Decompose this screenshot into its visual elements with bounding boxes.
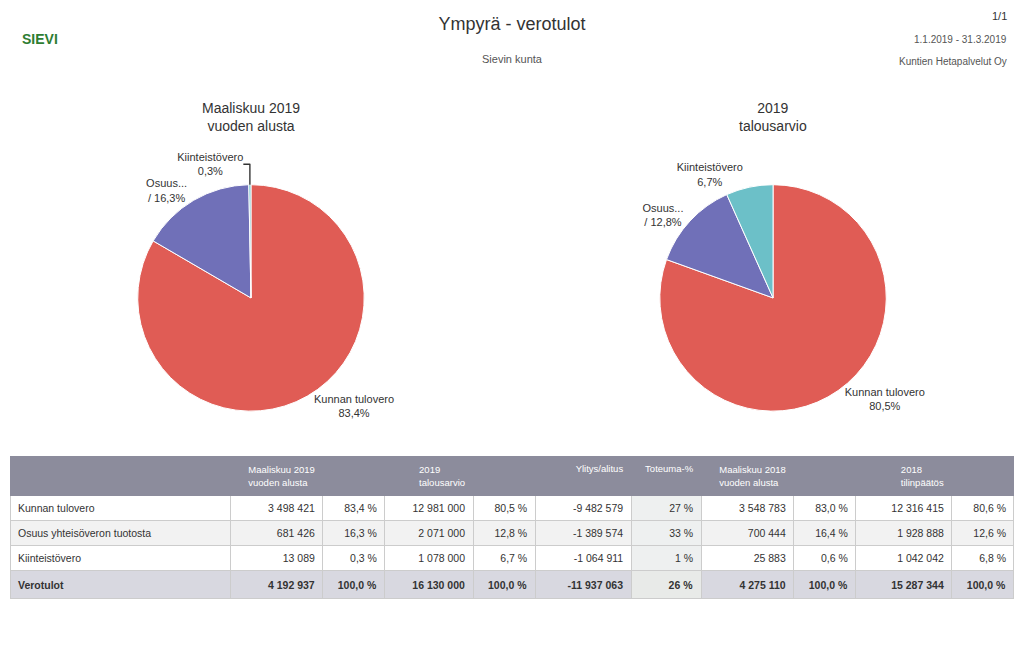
svg-text:SIEVI: SIEVI xyxy=(22,31,58,47)
svg-text:6,7 %: 6,7 % xyxy=(500,552,527,564)
svg-text:Maaliskuu 2019vuoden alusta: Maaliskuu 2019vuoden alusta xyxy=(202,100,300,134)
svg-text:Kunnan tulovero83,4%: Kunnan tulovero83,4% xyxy=(314,393,394,419)
svg-text:83,4 %: 83,4 % xyxy=(344,502,377,514)
svg-text:Kuntien Hetapalvelut Oy: Kuntien Hetapalvelut Oy xyxy=(899,56,1007,67)
svg-text:Kiinteistövero0,3%: Kiinteistövero0,3% xyxy=(177,151,243,177)
svg-text:2 071 000: 2 071 000 xyxy=(418,527,465,539)
svg-text:0,3 %: 0,3 % xyxy=(350,552,377,564)
svg-text:1/1: 1/1 xyxy=(992,10,1007,22)
svg-text:15 287 344: 15 287 344 xyxy=(891,579,944,591)
svg-text:Toteuma-%: Toteuma-% xyxy=(645,463,694,474)
svg-text:Maaliskuu 2018vuoden alusta: Maaliskuu 2018vuoden alusta xyxy=(719,464,786,487)
svg-text:Osuus yhteisöveron tuotosta: Osuus yhteisöveron tuotosta xyxy=(18,527,151,539)
svg-text:Ympyrä - verotulot: Ympyrä - verotulot xyxy=(438,14,585,34)
svg-text:-1 064 911: -1 064 911 xyxy=(574,552,624,564)
svg-text:6,8 %: 6,8 % xyxy=(979,552,1006,564)
svg-text:1 042 042: 1 042 042 xyxy=(897,552,944,564)
svg-text:Sievin kunta: Sievin kunta xyxy=(482,53,543,65)
svg-text:13 089: 13 089 xyxy=(283,552,315,564)
svg-text:12,6 %: 12,6 % xyxy=(973,527,1006,539)
svg-text:100,0 %: 100,0 % xyxy=(967,579,1006,591)
svg-text:1 078 000: 1 078 000 xyxy=(418,552,465,564)
svg-text:Kiinteistövero: Kiinteistövero xyxy=(18,552,81,564)
svg-text:2019talousarvio: 2019talousarvio xyxy=(419,464,465,487)
svg-text:83,0 %: 83,0 % xyxy=(815,502,848,514)
svg-text:80,6 %: 80,6 % xyxy=(973,502,1006,514)
svg-text:80,5 %: 80,5 % xyxy=(494,502,527,514)
svg-text:681 426: 681 426 xyxy=(277,527,315,539)
svg-text:12 316 415: 12 316 415 xyxy=(891,502,944,514)
svg-text:4 192 937: 4 192 937 xyxy=(268,579,315,591)
svg-text:2019talousarvio: 2019talousarvio xyxy=(739,100,807,134)
svg-text:1 %: 1 % xyxy=(675,552,693,564)
svg-text:Maaliskuu 2019vuoden alusta: Maaliskuu 2019vuoden alusta xyxy=(248,464,315,487)
svg-text:Osuus.../ 16,3%: Osuus.../ 16,3% xyxy=(146,177,187,203)
svg-text:2018tilinpäätös: 2018tilinpäätös xyxy=(901,464,944,487)
svg-text:Kunnan tulovero: Kunnan tulovero xyxy=(18,502,95,514)
svg-text:-9 482 579: -9 482 579 xyxy=(573,502,623,514)
svg-text:100,0 %: 100,0 % xyxy=(809,579,848,591)
svg-text:Kiinteistövero6,7%: Kiinteistövero6,7% xyxy=(677,161,743,187)
svg-text:12,8 %: 12,8 % xyxy=(494,527,527,539)
svg-text:4 275 110: 4 275 110 xyxy=(739,579,785,591)
svg-text:Osuus.../ 12,8%: Osuus.../ 12,8% xyxy=(642,202,683,228)
svg-text:16,4 %: 16,4 % xyxy=(815,527,848,539)
svg-text:Kunnan tulovero80,5%: Kunnan tulovero80,5% xyxy=(845,386,925,412)
svg-text:16,3 %: 16,3 % xyxy=(344,527,377,539)
svg-text:16 130 000: 16 130 000 xyxy=(412,579,465,591)
svg-text:-1 389 574: -1 389 574 xyxy=(573,527,623,539)
svg-text:3 548 783: 3 548 783 xyxy=(739,502,786,514)
svg-text:1.1.2019 - 31.3.2019: 1.1.2019 - 31.3.2019 xyxy=(914,34,1007,45)
svg-text:Verotulot: Verotulot xyxy=(18,579,64,591)
svg-text:0,6 %: 0,6 % xyxy=(821,552,848,564)
svg-text:-11 937 063: -11 937 063 xyxy=(568,579,624,591)
svg-text:27 %: 27 % xyxy=(669,502,693,514)
svg-text:100,0 %: 100,0 % xyxy=(488,579,527,591)
svg-text:3 498 421: 3 498 421 xyxy=(268,502,315,514)
svg-text:1 928 888: 1 928 888 xyxy=(897,527,944,539)
svg-text:33 %: 33 % xyxy=(669,527,693,539)
svg-text:Ylitys/alitus: Ylitys/alitus xyxy=(576,463,624,474)
svg-text:100,0 %: 100,0 % xyxy=(338,579,377,591)
svg-text:700 444: 700 444 xyxy=(748,527,786,539)
svg-text:12 981 000: 12 981 000 xyxy=(412,502,465,514)
svg-text:26 %: 26 % xyxy=(669,579,694,591)
svg-text:25 883: 25 883 xyxy=(754,552,786,564)
